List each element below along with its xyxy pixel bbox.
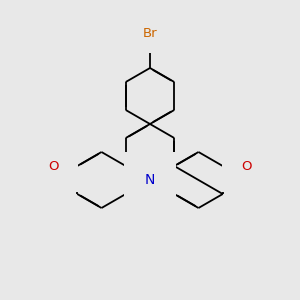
Text: O: O — [241, 160, 252, 172]
Text: Br: Br — [143, 27, 157, 40]
Text: O: O — [48, 160, 59, 172]
Text: N: N — [145, 173, 155, 187]
